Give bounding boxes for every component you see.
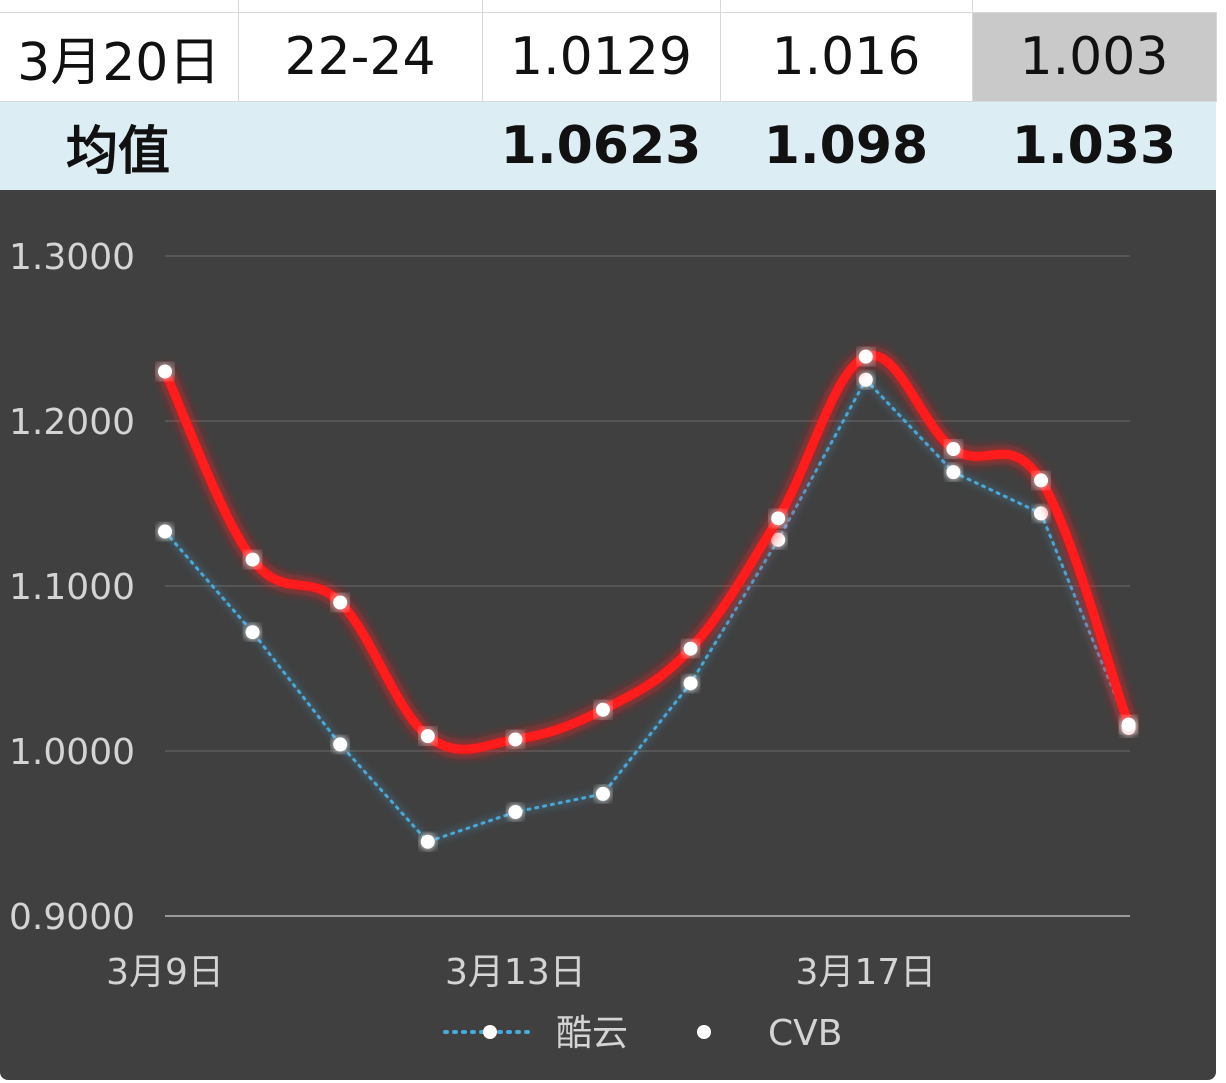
- legend-label-kuyun: 酷云: [556, 1013, 628, 1054]
- data-point-cvb: [946, 442, 961, 457]
- data-point-cvb: [771, 511, 786, 526]
- legend-label-cvb: CVB: [768, 1013, 842, 1054]
- data-point-cvb: [683, 641, 698, 656]
- data-point-kuyun: [333, 737, 348, 752]
- y-tick-label: 1.2000: [9, 402, 135, 443]
- gridlines: [165, 255, 1130, 917]
- y-axis: 1.3000 1.2000 1.1000 1.0000 0.9000: [9, 237, 135, 938]
- data-point-kuyun: [946, 465, 961, 480]
- cell-divider: [482, 0, 483, 14]
- time-range-cell: 22-24: [238, 12, 483, 102]
- line-chart: 1.3000 1.2000 1.1000 1.0000 0.9000 3月9日 3月13日…: [9, 237, 1136, 1054]
- data-point-cvb: [158, 364, 172, 379]
- table-row: 3月20日 22-24 1.0129 1.016 1.003: [0, 12, 1217, 102]
- data-point-cvb: [420, 729, 435, 744]
- y-tick-label: 1.0000: [9, 732, 135, 773]
- x-tick-label: 3月9日: [106, 952, 224, 993]
- data-point-kuyun: [420, 834, 435, 849]
- highlighted-value-cell: 1.003: [972, 12, 1217, 102]
- average-value-cell: 1.098: [720, 101, 972, 190]
- data-point-kuyun: [158, 524, 172, 539]
- data-point-kuyun: [771, 532, 786, 547]
- y-tick-label: 0.9000: [9, 897, 135, 938]
- average-value-cell: 1.0623: [482, 101, 720, 190]
- series-line-cvb: [160, 350, 1134, 754]
- series-layer: [158, 349, 1136, 849]
- x-tick-label: 3月13日: [445, 952, 586, 993]
- average-row: 均值 1.0623 1.098 1.033: [0, 101, 1216, 190]
- series-line-kuyun: [163, 377, 1131, 844]
- table-top-edge: [0, 0, 1226, 14]
- value-cell: 1.0129: [482, 12, 721, 102]
- data-point-kuyun: [683, 676, 698, 691]
- y-tick-label: 1.1000: [9, 567, 135, 608]
- average-label: 均值: [0, 101, 482, 190]
- data-point-kuyun: [1034, 506, 1048, 521]
- cell-divider: [720, 0, 721, 14]
- data-point-kuyun: [596, 786, 610, 801]
- data-point-cvb: [596, 702, 610, 717]
- y-tick-label: 1.3000: [9, 237, 135, 278]
- data-point-cvb: [858, 349, 873, 364]
- legend-marker-cvb: [697, 1025, 711, 1039]
- data-point-cvb: [508, 732, 523, 747]
- chart-panel: [0, 190, 1216, 1080]
- data-table: 3月20日 22-24 1.0129 1.016 1.003 均值 1.0623…: [0, 12, 1217, 190]
- data-point-kuyun: [508, 805, 523, 820]
- cell-divider: [972, 0, 973, 14]
- data-point-cvb: [333, 595, 348, 610]
- legend: 酷云 CVB: [443, 1013, 842, 1054]
- data-point-cvb: [245, 552, 260, 567]
- x-tick-label: 3月17日: [795, 952, 936, 993]
- legend-marker-kuyun: [483, 1025, 497, 1039]
- cell-divider: [238, 0, 239, 14]
- data-point-kuyun: [245, 625, 260, 640]
- value-cell: 1.016: [720, 12, 973, 102]
- average-value-cell: 1.033: [972, 101, 1216, 190]
- date-cell: 3月20日: [0, 12, 239, 102]
- data-point-cvb: [1121, 717, 1136, 732]
- x-axis: 3月9日 3月13日 3月17日: [106, 952, 936, 993]
- data-point-kuyun: [858, 372, 873, 387]
- data-point-cvb: [1034, 473, 1048, 488]
